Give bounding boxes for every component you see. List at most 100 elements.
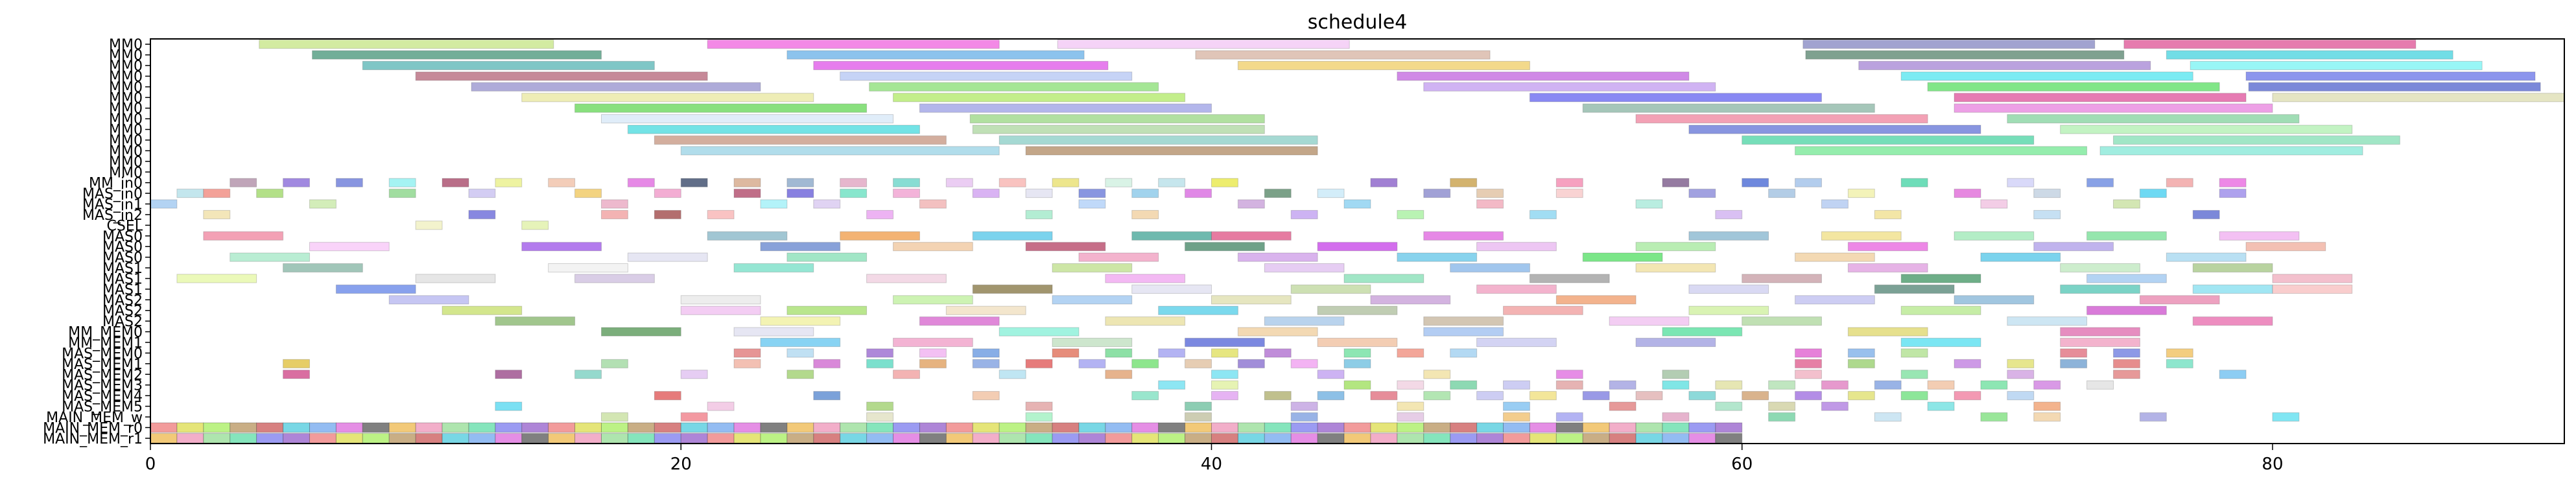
task-bar [1688, 391, 1716, 401]
task-bar [1795, 370, 1822, 379]
task-bar [1078, 359, 1106, 368]
task-bar [840, 231, 920, 241]
task-bar [2007, 359, 2035, 368]
task-bar [1025, 401, 1053, 411]
task-bar [1900, 348, 1928, 358]
task-bar [1105, 178, 1133, 187]
x-tick-label: 0 [145, 455, 156, 474]
mem-block [680, 433, 708, 444]
task-bar [893, 337, 973, 348]
task-bar [654, 135, 947, 145]
task-bar [1423, 316, 1504, 326]
task-bar [1397, 209, 1424, 220]
task-bar [1290, 284, 1371, 294]
task-bar [1290, 359, 1318, 368]
task-bar [1635, 263, 1716, 273]
task-bar [1927, 380, 1955, 390]
mem-block [840, 433, 868, 444]
task-bar [786, 252, 868, 262]
y-tick-label: MAS_in0 [82, 186, 143, 202]
mem-block [1264, 422, 1292, 433]
task-bar [813, 199, 841, 209]
mem-block [1715, 433, 1743, 444]
task-bar [840, 178, 868, 187]
task-bar [919, 316, 1000, 326]
mem-block [601, 422, 628, 433]
task-bar [1450, 178, 1478, 187]
mem-block [1476, 422, 1504, 433]
task-bar [1529, 391, 1557, 401]
task-bar [1343, 199, 1371, 209]
task-bar [601, 359, 628, 368]
task-bar [1795, 391, 1822, 401]
mem-block [230, 422, 257, 433]
task-bar [2033, 401, 2061, 411]
mem-block [998, 433, 1026, 444]
task-bar [1954, 231, 2035, 241]
task-bar [256, 189, 284, 198]
task-bar [1025, 189, 1053, 198]
task-bar [2192, 316, 2273, 326]
mem-block [786, 433, 814, 444]
task-bar [1211, 370, 1238, 379]
task-bar [1290, 401, 1318, 411]
task-bar [259, 40, 554, 49]
task-bar [919, 103, 1212, 113]
task-bar [680, 412, 708, 422]
mem-block [972, 433, 1000, 444]
mem-block [893, 422, 920, 433]
y-tick-label: MAS_in2 [82, 208, 143, 224]
task-bar [1954, 103, 2273, 113]
task-bar [471, 82, 761, 91]
mem-block [1343, 422, 1371, 433]
mem-block [1078, 422, 1106, 433]
mem-block [442, 433, 469, 444]
mem-block [362, 433, 390, 444]
plot-frame [150, 38, 2565, 444]
task-bar [2033, 189, 2061, 198]
mem-block [680, 422, 708, 433]
task-bar [1185, 242, 1265, 252]
task-bar [1635, 337, 1716, 348]
task-bar [972, 391, 1000, 401]
mem-block [1185, 422, 1212, 433]
task-bar [733, 189, 761, 198]
mem-block [388, 433, 416, 444]
task-bar [1821, 401, 1849, 411]
task-bar [1503, 380, 1530, 390]
task-bar [1397, 252, 1478, 262]
task-bar [2192, 209, 2220, 220]
task-bar [1025, 146, 1318, 156]
task-bar [2099, 146, 2363, 156]
task-bar [1237, 359, 1265, 368]
mem-block [468, 422, 496, 433]
task-bar [919, 359, 947, 368]
mem-block [1450, 433, 1478, 444]
mem-block [415, 422, 443, 433]
task-bar [1290, 209, 1318, 220]
task-bar [1635, 242, 1716, 252]
mem-block [1582, 422, 1610, 433]
task-bar [1768, 412, 1796, 422]
task-bar [1980, 199, 2008, 209]
task-bar [786, 305, 868, 315]
task-bar [1715, 380, 1743, 390]
mem-block [1105, 433, 1133, 444]
task-bar [2086, 178, 2114, 187]
mem-block [786, 422, 814, 433]
task-bar [1847, 263, 1928, 273]
task-bar [1131, 284, 1212, 294]
y-tick-label: MAS_MEM0 [62, 346, 143, 362]
task-bar [2219, 178, 2247, 187]
mem-block [335, 422, 363, 433]
task-bar [1211, 178, 1238, 187]
task-bar [2166, 359, 2193, 368]
y-tick-label: MAS_in1 [82, 197, 143, 213]
y-tick-label: MM0 [109, 133, 143, 149]
task-bar [1158, 305, 1238, 315]
task-bar [1954, 359, 1981, 368]
task-bar [998, 178, 1026, 187]
mem-block [495, 433, 523, 444]
mem-block [335, 433, 363, 444]
task-bar [1211, 231, 1292, 241]
